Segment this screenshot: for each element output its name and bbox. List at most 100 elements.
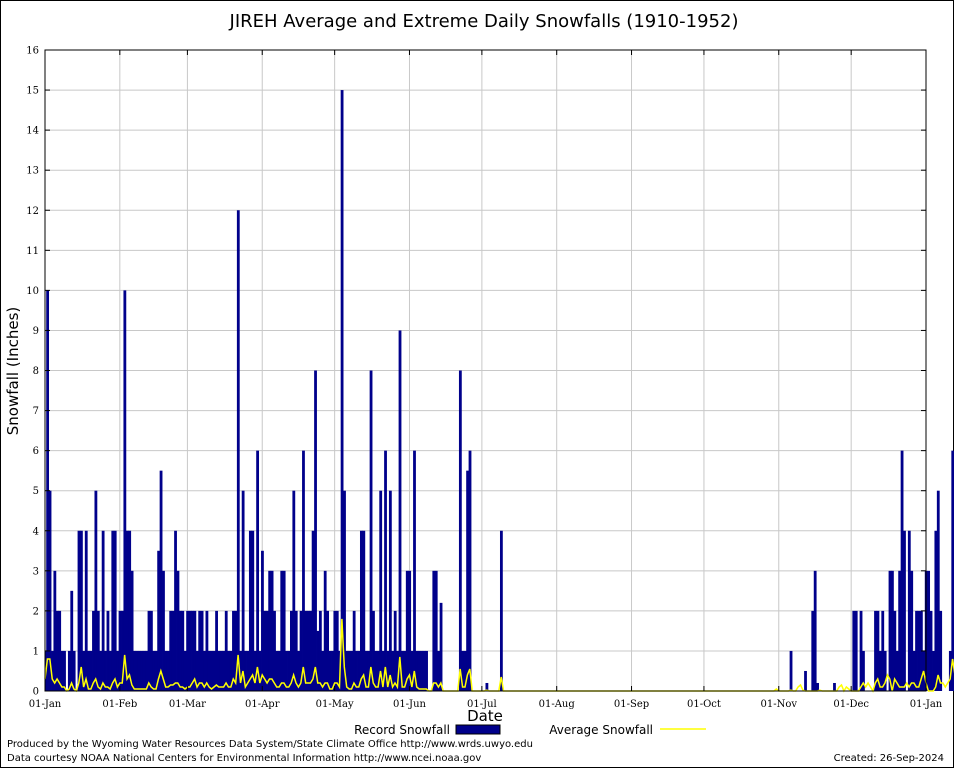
record-snowfall-bar <box>169 610 173 691</box>
record-snowfall-bar <box>183 650 187 691</box>
record-snowfall-bar <box>203 650 206 691</box>
record-snowfall-bar <box>149 610 153 691</box>
legend: Record Snowfall Average Snowfall <box>354 723 706 737</box>
x-tick-label: 01-Nov <box>760 699 797 710</box>
record-snowfall-bar <box>437 650 441 691</box>
record-snowfall-bar <box>379 490 383 691</box>
record-snowfall-bar <box>251 530 255 691</box>
record-snowfall-bar <box>357 650 361 691</box>
record-snowfall-bar <box>306 610 310 691</box>
record-snowfall-bar <box>72 650 76 691</box>
record-snowfall-bar <box>910 570 914 691</box>
record-snowfall-bar <box>372 610 375 691</box>
record-snowfall-bar <box>118 610 122 691</box>
record-snowfall-bar <box>104 650 107 691</box>
record-snowfall-bar <box>328 650 332 691</box>
record-snowfall-bar <box>137 650 141 691</box>
record-snowfall-bar <box>461 650 465 691</box>
record-snowfall-bar <box>89 650 93 691</box>
y-tick-label: 6 <box>33 446 39 457</box>
x-tick-label: 01-Sep <box>614 699 649 710</box>
record-snowfall-bar <box>381 650 385 691</box>
record-snowfall-bar <box>929 610 933 691</box>
y-tick-label: 14 <box>26 126 39 137</box>
record-snowfall-bar <box>227 650 231 691</box>
record-snowfall-bar <box>268 570 272 691</box>
record-snowfall-bar <box>282 570 286 691</box>
record-snowfall-bar <box>789 650 793 691</box>
record-snowfall-bar <box>94 490 98 691</box>
record-snowfall-bar <box>215 610 218 691</box>
record-snowfall-bar <box>70 590 74 691</box>
record-snowfall-bar <box>852 610 856 691</box>
y-tick-label: 11 <box>26 246 39 257</box>
y-tick-label: 0 <box>33 687 39 698</box>
record-snowfall-bar <box>386 650 390 691</box>
record-snowfall-bar <box>248 530 252 691</box>
record-snowfall-bar <box>369 370 373 691</box>
record-snowfall-bar <box>289 610 293 691</box>
record-snowfall-bar <box>302 450 305 691</box>
record-snowfall-bar <box>80 530 83 691</box>
record-snowfall-bar <box>277 650 281 691</box>
record-snowfall-bar <box>263 610 267 691</box>
record-snowfall-bar <box>241 490 245 691</box>
x-tick-label: 01-Aug <box>539 699 576 710</box>
record-snowfall-bar <box>432 570 436 691</box>
y-tick-label: 12 <box>26 206 39 217</box>
record-snowfall-bar <box>48 490 52 691</box>
record-snowfall-bar <box>123 290 127 691</box>
record-snowfall-bar <box>359 530 363 691</box>
x-tick-label: 01-Jun <box>393 699 427 710</box>
record-snowfall-bar <box>116 650 120 691</box>
record-snowfall-bar <box>219 650 223 691</box>
record-snowfall-bar <box>217 650 221 691</box>
record-snowfall-bar <box>316 630 320 691</box>
y-tick-label: 5 <box>33 486 39 497</box>
x-axis-label: Date <box>467 707 503 725</box>
record-snowfall-bar <box>936 490 940 691</box>
x-tick-label: 01-Apr <box>245 699 280 710</box>
record-snowfall-bar <box>881 610 885 691</box>
record-snowfall-bar <box>287 650 291 691</box>
record-snowfall-bar <box>265 610 269 691</box>
record-snowfall-bar <box>253 650 257 691</box>
record-snowfall-bar <box>92 610 95 691</box>
record-snowfall-bar <box>130 570 134 691</box>
record-snowfall-bar <box>811 610 815 691</box>
record-snowfall-bar <box>874 610 877 691</box>
x-tick-label: 01-Dec <box>833 699 869 710</box>
record-snowfall-bar <box>147 610 151 691</box>
record-snowfall-bar <box>434 570 438 691</box>
record-snowfall-bar <box>162 570 165 691</box>
record-snowfall-bar <box>352 610 356 691</box>
record-snowfall-bar <box>355 650 358 691</box>
record-snowfall-bar <box>145 650 148 691</box>
record-snowfall-bar <box>468 450 472 691</box>
record-snowfall-bar <box>374 650 378 691</box>
record-snowfall-bar <box>113 530 117 691</box>
legend-average-label: Average Snowfall <box>549 723 653 737</box>
record-snowfall-bar <box>299 610 303 691</box>
record-snowfall-bar <box>350 650 354 691</box>
record-snowfall-bar <box>425 650 428 691</box>
record-snowfall-bar <box>84 530 88 691</box>
record-snowfall-bar <box>275 650 279 691</box>
record-snowfall-bar <box>891 570 894 691</box>
record-snowfall-bar <box>321 650 325 691</box>
record-snowfall-bar <box>181 610 185 691</box>
record-snowfall-bar <box>108 650 112 691</box>
y-tick-label: 15 <box>26 86 39 97</box>
record-snowfall-bar <box>171 610 175 691</box>
record-snowfall-bar <box>77 530 81 691</box>
record-snowfall-bar <box>309 610 313 691</box>
record-snowfall-bar <box>331 650 334 691</box>
record-snowfall-bar <box>53 570 57 691</box>
record-snowfall-bar <box>948 650 952 691</box>
x-axis-ticks: 01-Jan 01-Feb 01-Mar 01-Apr 01-May 01-Jun 01-J… <box>29 50 943 710</box>
record-snowfall-bar <box>458 370 462 691</box>
record-snowfall-bar <box>186 610 190 691</box>
record-snowfall-bar <box>207 650 211 691</box>
